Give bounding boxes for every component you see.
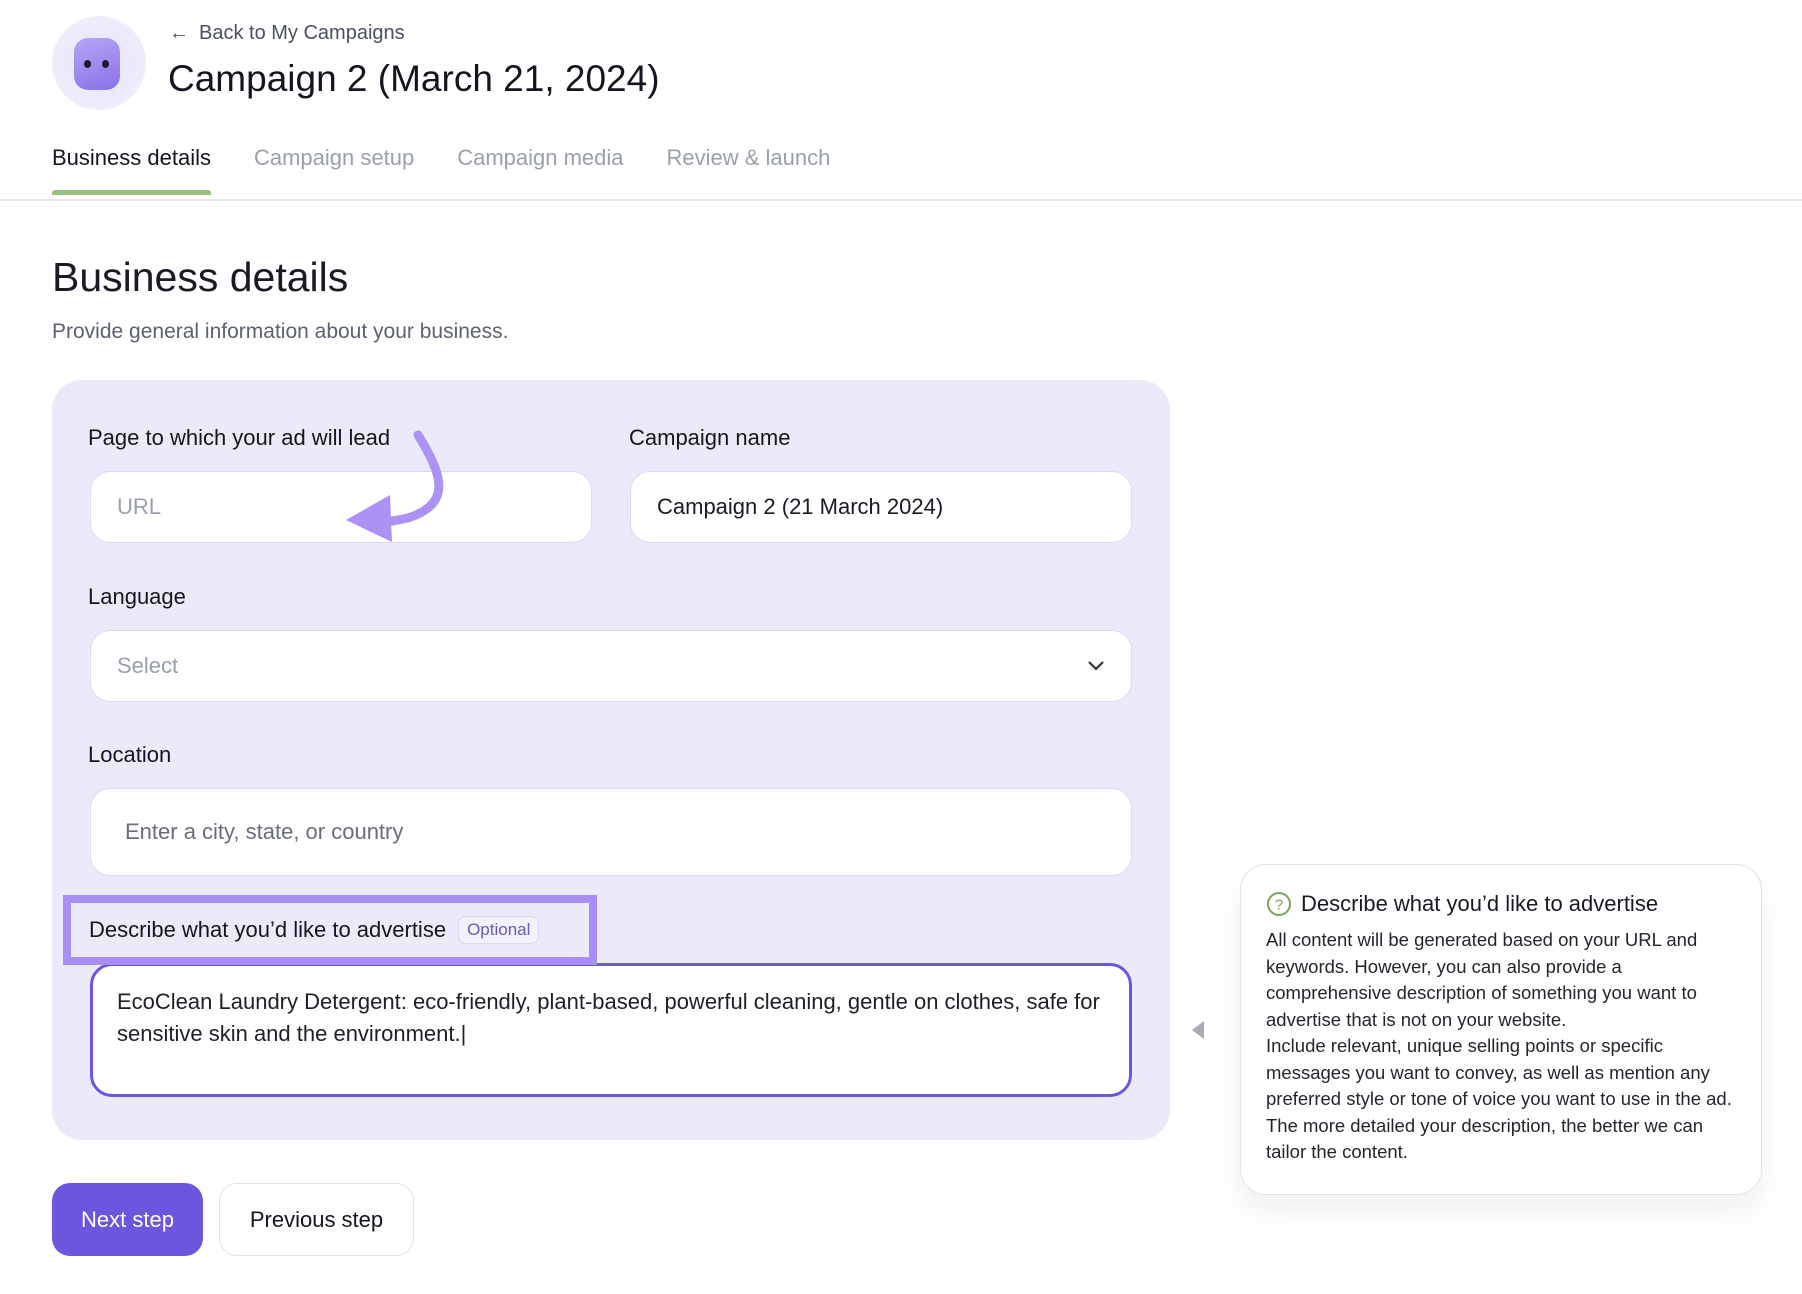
- language-select[interactable]: Select: [90, 630, 1132, 702]
- tab-campaign-setup[interactable]: Campaign setup: [253, 145, 415, 170]
- tooltip-pointer-icon: [1192, 1021, 1204, 1039]
- svg-text:?: ?: [1275, 897, 1283, 914]
- chevron-down-icon: [1088, 661, 1104, 671]
- help-card: ? Describe what you’d like to advertise …: [1240, 864, 1762, 1195]
- tab-review-launch[interactable]: Review & launch: [666, 145, 831, 170]
- description-label: Describe what you’d like to advertise: [89, 917, 447, 942]
- location-input[interactable]: Enter a city, state, or country: [90, 788, 1132, 876]
- url-placeholder: URL: [117, 494, 162, 519]
- campaign-name-value: Campaign 2 (21 March 2024): [657, 494, 944, 519]
- location-placeholder: Enter a city, state, or country: [125, 819, 404, 844]
- optional-badge: Optional: [458, 916, 540, 944]
- campaign-name-label: Campaign name: [629, 425, 791, 450]
- divider: [0, 199, 1802, 201]
- url-input[interactable]: URL: [90, 471, 592, 543]
- pointer-arrow-icon: [346, 430, 444, 542]
- page-title: Campaign 2 (March 21, 2024): [168, 58, 660, 99]
- next-step-button[interactable]: Next step: [52, 1183, 203, 1256]
- previous-step-button[interactable]: Previous step: [219, 1183, 414, 1256]
- back-link-label: Back to My Campaigns: [199, 22, 405, 44]
- help-card-body: All content will be generated based on y…: [1266, 929, 1732, 1162]
- tab-campaign-media[interactable]: Campaign media: [457, 145, 624, 170]
- description-textarea[interactable]: EcoClean Laundry Detergent: eco-friendly…: [90, 963, 1132, 1097]
- section-title: Business details: [52, 254, 349, 300]
- arrow-left-icon: ←: [169, 22, 189, 44]
- url-label: Page to which your ad will lead: [88, 425, 391, 450]
- help-card-title: Describe what you’d like to advertise: [1301, 891, 1659, 916]
- description-label-highlight: Describe what you’d like to advertise Op…: [63, 895, 597, 965]
- back-link[interactable]: ← Back to My Campaigns: [169, 22, 405, 45]
- location-label: Location: [88, 742, 172, 767]
- tab-business-details[interactable]: Business details: [52, 145, 211, 195]
- help-card-header: ? Describe what you’d like to advertise: [1266, 891, 1736, 917]
- language-placeholder: Select: [117, 653, 179, 678]
- language-label: Language: [88, 584, 186, 609]
- help-question-icon: ?: [1267, 892, 1291, 916]
- section-subtitle: Provide general information about your b…: [52, 320, 509, 343]
- avatar: [52, 16, 146, 110]
- campaign-name-input[interactable]: Campaign 2 (21 March 2024): [630, 471, 1132, 543]
- tab-bar: Business details Campaign setup Campaign…: [52, 145, 831, 195]
